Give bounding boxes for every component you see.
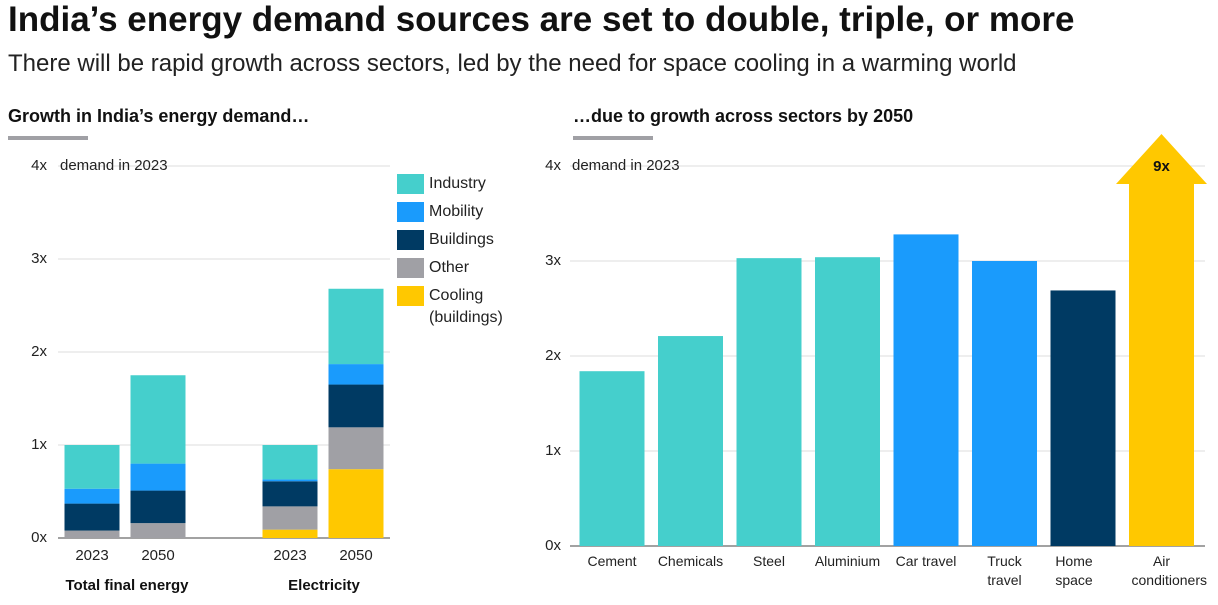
bar-segment <box>328 427 384 470</box>
y-tick-label: 3x <box>545 252 561 269</box>
x-tick-label: Aluminium <box>814 553 881 569</box>
bar-segment <box>64 488 120 504</box>
legend-label: Industry <box>429 175 486 192</box>
x-tick-label: Car travel <box>895 553 957 569</box>
title-underline <box>573 136 653 140</box>
legend-swatch <box>397 174 424 194</box>
annotation: demand in 2023 <box>60 157 168 174</box>
y-tick-label: 2x <box>545 347 561 364</box>
bar-segment <box>328 469 384 538</box>
bar <box>815 257 880 546</box>
bar-segment <box>262 506 318 530</box>
bar-segment <box>328 364 384 385</box>
y-tick-label: 1x <box>545 442 561 459</box>
bar-segment <box>64 530 120 538</box>
x-tick-label: Home space <box>1055 553 1093 588</box>
x-tick-label: 2023 <box>273 547 306 564</box>
legend-swatch <box>397 230 424 250</box>
bar <box>579 371 645 546</box>
legend-swatch <box>397 286 424 306</box>
annotation: demand in 2023 <box>572 157 680 174</box>
bar-segment <box>64 445 120 489</box>
bar <box>972 261 1037 546</box>
bar-segment <box>130 375 186 464</box>
x-tick-label: 2050 <box>141 547 174 564</box>
x-tick-label: Cement <box>587 553 637 569</box>
y-tick-label: 3x <box>31 250 47 267</box>
y-tick-label: 0x <box>31 529 47 546</box>
bar <box>1050 290 1116 546</box>
x-tick-label: 2050 <box>339 547 372 564</box>
subtitle: There will be rapid growth across sector… <box>8 50 1017 77</box>
x-tick-label: Truck travel <box>987 553 1022 588</box>
y-tick-label: 1x <box>31 436 47 453</box>
y-tick-label: 0x <box>545 537 561 554</box>
legend-label: Mobility <box>429 203 484 220</box>
left-chart-title: Growth in India’s energy demand… <box>8 106 310 126</box>
bar-segment <box>130 463 186 491</box>
bar <box>736 258 802 546</box>
x-tick-label: 2023 <box>75 547 108 564</box>
group-label: Electricity <box>288 577 360 594</box>
y-tick-label: 4x <box>545 157 561 174</box>
value-label: 9x <box>1153 158 1170 175</box>
bar-segment <box>130 490 186 524</box>
x-tick-label: Steel <box>753 553 785 569</box>
group-label: Total final energy <box>65 577 189 594</box>
bar <box>658 336 723 546</box>
x-tick-label: Air conditioners <box>1131 553 1208 588</box>
legend-swatch <box>397 258 424 278</box>
legend-swatch <box>397 202 424 222</box>
legend-label: Other <box>429 259 470 276</box>
legend-label: Cooling (buildings) <box>429 287 503 326</box>
y-tick-label: 4x <box>31 157 47 174</box>
title-underline <box>8 136 88 140</box>
bar-segment <box>262 479 318 482</box>
y-tick-label: 2x <box>31 343 47 360</box>
bar-arrow <box>1116 134 1207 546</box>
title: India’s energy demand sources are set to… <box>8 0 1075 39</box>
right-chart-title: …due to growth across sectors by 2050 <box>573 106 914 126</box>
bar-segment <box>328 384 384 428</box>
bar-segment <box>262 529 318 538</box>
legend-label: Buildings <box>429 231 494 248</box>
bar-segment <box>130 523 186 538</box>
bar-segment <box>328 288 384 365</box>
x-tick-label: Chemicals <box>657 553 724 569</box>
bar-segment <box>262 445 318 480</box>
bar-segment <box>64 503 120 531</box>
bar-segment <box>262 481 318 507</box>
bar <box>893 234 959 546</box>
